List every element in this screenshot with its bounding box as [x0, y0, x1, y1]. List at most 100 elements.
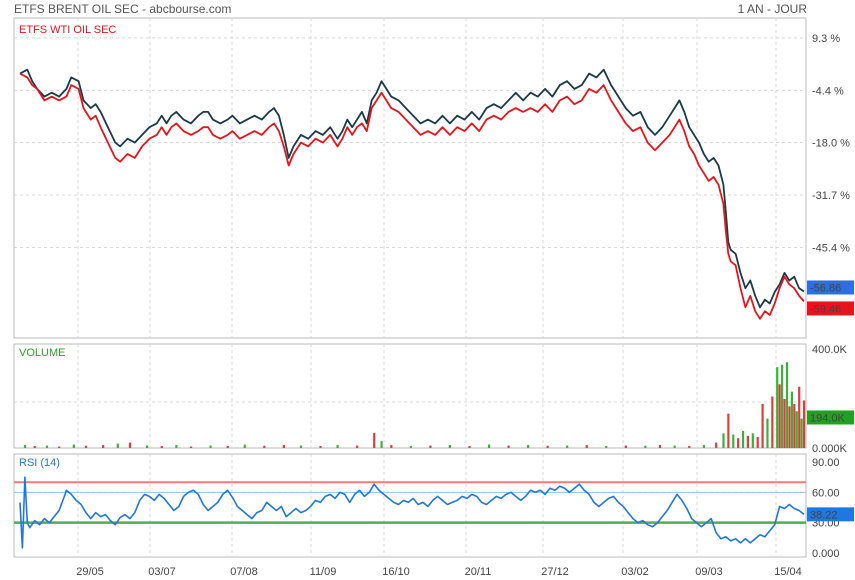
- volume-bar: [146, 445, 149, 448]
- volume-bar: [23, 445, 27, 448]
- volume-bar: [102, 445, 105, 448]
- volume-bar: [546, 445, 549, 448]
- volume-bar: [448, 445, 452, 448]
- volume-bar: [673, 445, 676, 448]
- volume-bar: [58, 446, 61, 448]
- volume-tick-label: 400.0K: [812, 344, 848, 356]
- volume-bar: [319, 446, 322, 448]
- volume-bar: [644, 445, 647, 448]
- volume-bar: [798, 386, 801, 448]
- legend-wti: ETFS WTI OIL SEC: [19, 24, 116, 36]
- volume-bar: [84, 445, 88, 448]
- volume-bar: [778, 384, 781, 448]
- price-panel: 9.3 % -4.4 % -18.0 % -31.7 % -45.4 % ETFS WTI…: [14, 24, 854, 320]
- volume-bar: [189, 446, 193, 448]
- volume-bar: [116, 443, 119, 448]
- rsi-tick-label: 90.00: [812, 457, 840, 469]
- y-tick-label: -45.4 %: [812, 243, 850, 255]
- y-tick-label: -31.7 %: [812, 190, 850, 202]
- x-tick-label: 09/03: [695, 566, 723, 578]
- volume-last-bg: [807, 410, 854, 425]
- volume-bar: [624, 445, 627, 448]
- volume-bar: [803, 400, 806, 448]
- volume-bar: [175, 445, 178, 448]
- volume-bar: [585, 445, 588, 448]
- x-tick-label: 20/11: [465, 566, 492, 578]
- volume-bar: [527, 445, 530, 448]
- rsi-tick-label: 0.000: [812, 548, 840, 560]
- volume-label: VOLUME: [19, 347, 65, 359]
- volume-bar: [737, 438, 740, 448]
- volume-bar: [356, 445, 359, 448]
- volume-bar: [658, 445, 662, 448]
- volume-bar: [732, 434, 735, 448]
- x-tick-label: 11/09: [310, 566, 337, 578]
- volume-bar: [715, 442, 718, 448]
- panel-frame-vol: [13, 343, 807, 449]
- volume-bar: [761, 403, 764, 448]
- volume-bar: [409, 446, 412, 448]
- volume-bar: [766, 418, 769, 448]
- rsi-tick-label: 60.00: [812, 487, 840, 499]
- volume-bar: [373, 432, 376, 448]
- x-axis: 29/05 03/07 07/08 11/09 16/10 20/11 27/12 03/02…: [76, 566, 802, 578]
- last-value-brent: -56.86: [810, 282, 841, 294]
- y-tick-label: 9.3 %: [812, 33, 840, 45]
- volume-bar: [429, 445, 432, 448]
- volume-bar: [788, 406, 791, 448]
- rsi-line: [19, 476, 805, 549]
- x-tick-label: 15/04: [774, 566, 802, 578]
- volume-bar: [702, 445, 706, 448]
- last-value-wti: -59.46: [810, 303, 841, 315]
- x-tick-label: 16/10: [382, 566, 410, 578]
- volume-bar: [727, 413, 730, 448]
- volume-bar: [209, 445, 212, 448]
- volume-bar: [566, 445, 569, 448]
- volume-bar: [771, 396, 774, 448]
- volume-tick-label: 0.000K: [812, 443, 848, 455]
- volume-bar: [783, 399, 786, 448]
- y-tick-label: -18.0 %: [812, 138, 850, 150]
- volume-bar: [390, 445, 393, 448]
- panel-frame-main: [13, 17, 807, 339]
- series-line-wti: [19, 72, 805, 320]
- volume-bar: [380, 441, 383, 448]
- volume-bar: [800, 418, 803, 448]
- volume-bar: [688, 446, 691, 448]
- volume-bar: [781, 364, 784, 448]
- volume-bar: [226, 446, 229, 448]
- series-line-brent: [19, 68, 805, 309]
- volume-bar: [243, 444, 246, 448]
- rsi-last-value: 38.22: [810, 509, 838, 521]
- volume-bar: [605, 446, 608, 448]
- period-label[interactable]: 1 AN - JOUR: [737, 2, 807, 16]
- x-tick-label: 03/07: [148, 566, 176, 578]
- volume-bar: [793, 403, 796, 448]
- volume-bar: [160, 446, 163, 448]
- volume-bar: [299, 445, 303, 448]
- x-tick-label: 07/08: [230, 566, 258, 578]
- volume-bar: [746, 435, 750, 448]
- volume-bar: [507, 445, 510, 448]
- volume-bar: [263, 445, 266, 448]
- volume-bar: [45, 445, 49, 448]
- volume-bar: [128, 442, 132, 448]
- volume-bar: [756, 436, 759, 448]
- volume-panel: VOLUME 400.0K 0.000K 194.0K: [14, 344, 854, 455]
- volume-bar: [33, 446, 36, 448]
- volume-last-value: 194.0K: [810, 412, 846, 424]
- last-value-brent-bg: [807, 280, 854, 295]
- volume-bar: [487, 444, 491, 448]
- volume-bar: [751, 433, 754, 448]
- x-tick-label: 29/05: [76, 566, 104, 578]
- last-value-wti-bg: [807, 301, 854, 316]
- chart-title: ETFS BRENT OIL SEC - abcbourse.com: [14, 2, 232, 16]
- x-tick-label: 03/02: [621, 566, 649, 578]
- panel-frame-rsi: [13, 453, 807, 558]
- volume-bar: [722, 433, 725, 448]
- volume-bar: [776, 367, 779, 448]
- x-tick-label: 27/12: [541, 566, 569, 578]
- volume-bar: [72, 444, 75, 448]
